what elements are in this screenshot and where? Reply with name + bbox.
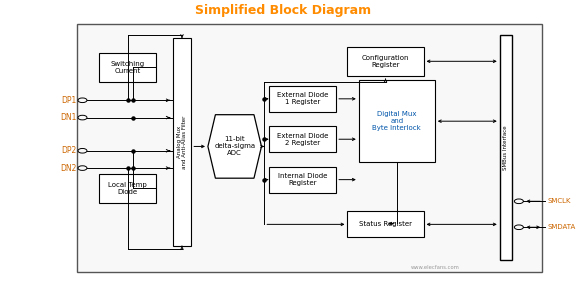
Text: Configuration
Register: Configuration Register	[362, 55, 409, 68]
Polygon shape	[208, 115, 262, 178]
Text: External Diode
2 Register: External Diode 2 Register	[277, 133, 328, 146]
FancyBboxPatch shape	[77, 24, 542, 272]
Text: DP2: DP2	[61, 146, 77, 155]
Text: SMDATA: SMDATA	[548, 224, 576, 230]
FancyBboxPatch shape	[347, 47, 423, 76]
Text: Simplified Block Diagram: Simplified Block Diagram	[194, 4, 371, 17]
FancyBboxPatch shape	[173, 38, 191, 246]
Text: DP1: DP1	[61, 96, 77, 105]
FancyBboxPatch shape	[500, 35, 512, 260]
Text: External Diode
1 Register: External Diode 1 Register	[277, 92, 328, 105]
Text: Internal Diode
Register: Internal Diode Register	[278, 173, 327, 186]
Text: www.elecfans.com: www.elecfans.com	[411, 265, 459, 270]
FancyBboxPatch shape	[99, 174, 156, 203]
Text: SMBus Interface: SMBus Interface	[503, 126, 509, 170]
Text: DN1: DN1	[60, 113, 77, 122]
FancyBboxPatch shape	[347, 211, 423, 237]
FancyBboxPatch shape	[269, 86, 336, 112]
Text: Local Temp
Diode: Local Temp Diode	[108, 182, 147, 195]
Text: Status Register: Status Register	[359, 221, 412, 227]
Text: DN2: DN2	[60, 164, 77, 173]
Text: 11-bit
delta-sigma
ADC: 11-bit delta-sigma ADC	[214, 136, 255, 156]
FancyBboxPatch shape	[99, 53, 156, 81]
Text: SMCLK: SMCLK	[548, 198, 571, 204]
Text: Analog Mux
and Anti-Alias Filter: Analog Mux and Anti-Alias Filter	[176, 115, 187, 169]
FancyBboxPatch shape	[359, 80, 435, 162]
Text: Digital Mux
and
Byte Interlock: Digital Mux and Byte Interlock	[372, 111, 421, 131]
Text: Switching
Current: Switching Current	[111, 61, 144, 74]
FancyBboxPatch shape	[269, 167, 336, 193]
FancyBboxPatch shape	[269, 126, 336, 152]
